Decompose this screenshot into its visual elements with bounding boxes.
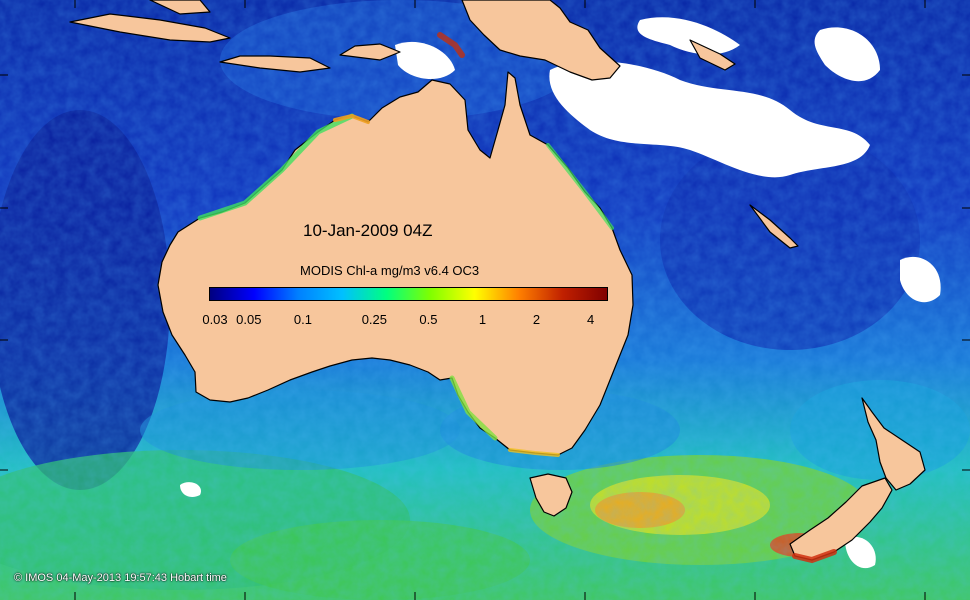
no-data-regions: [180, 17, 941, 569]
new-guinea-landmass: [461, 0, 621, 81]
colorbar-tick-label: 2: [532, 312, 541, 327]
land-masses: [69, 0, 926, 561]
colorbar-tick-label: 4: [586, 312, 595, 327]
colorbar-tick-label: 0.05: [236, 312, 262, 327]
colorbar-tick-label: 0.1: [293, 312, 312, 327]
tasmania-landmass: [529, 473, 573, 517]
colorbar: [209, 287, 608, 301]
colorbar-tick-label: 0.5: [419, 312, 438, 327]
colorbar-tick-label: 0.25: [361, 312, 388, 327]
credit-text: © IMOS 04-May-2013 19:57:43 Hobart time: [14, 572, 227, 584]
coastal-blooms: [197, 32, 837, 564]
colorbar-title: MODIS Chl-a mg/m3 v6.4 OC3: [300, 263, 480, 278]
australia-landmass: [157, 71, 634, 456]
colorbar-tick-label: 1: [478, 312, 487, 327]
colorbar-tick-label: 0.03: [202, 312, 228, 327]
nz-north-island: [861, 397, 926, 491]
date-label: 10-Jan-2009 04Z: [303, 221, 433, 240]
